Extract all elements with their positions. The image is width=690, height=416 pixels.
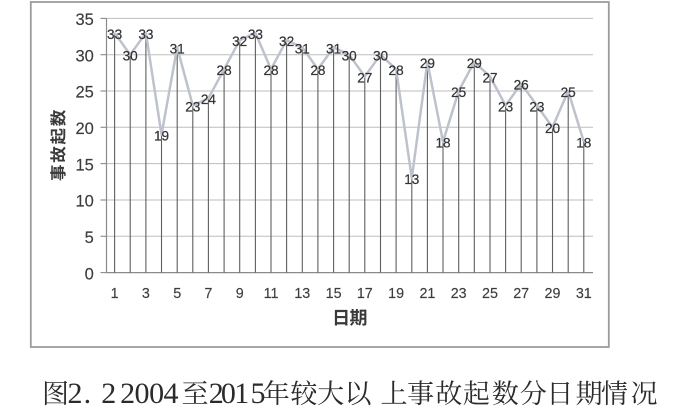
svg-text:15: 15: [326, 286, 342, 302]
svg-text:10: 10: [75, 193, 93, 211]
svg-text:19: 19: [388, 286, 404, 302]
svg-text:32: 32: [232, 34, 247, 49]
svg-text:5: 5: [85, 229, 94, 247]
svg-text:30: 30: [123, 49, 139, 64]
svg-text:7: 7: [204, 286, 212, 302]
svg-text:28: 28: [310, 63, 325, 78]
svg-text:33: 33: [248, 27, 263, 42]
svg-text:33: 33: [107, 27, 122, 42]
svg-text:29: 29: [420, 56, 435, 71]
svg-text:1: 1: [111, 286, 119, 302]
svg-text:26: 26: [514, 78, 529, 93]
svg-text:15: 15: [75, 156, 93, 174]
svg-text:31: 31: [295, 41, 310, 56]
svg-text:28: 28: [217, 63, 232, 78]
svg-text:27: 27: [357, 70, 372, 85]
svg-text:31: 31: [326, 41, 341, 56]
svg-text:27: 27: [482, 70, 497, 85]
svg-text:29: 29: [467, 56, 482, 71]
svg-text:25: 25: [75, 84, 93, 102]
svg-text:23: 23: [529, 99, 544, 114]
svg-text:35: 35: [75, 11, 93, 29]
svg-text:9: 9: [236, 286, 244, 302]
svg-text:30: 30: [373, 49, 389, 64]
svg-text:32: 32: [279, 34, 294, 49]
svg-text:33: 33: [138, 27, 153, 42]
svg-text:25: 25: [451, 85, 466, 100]
svg-text:0: 0: [85, 265, 94, 283]
svg-text:28: 28: [263, 63, 278, 78]
svg-text:27: 27: [513, 286, 529, 302]
svg-text:13: 13: [294, 286, 310, 302]
svg-text:.: .: [84, 377, 92, 410]
svg-text:31: 31: [170, 41, 185, 56]
svg-text:18: 18: [576, 136, 591, 151]
svg-text:30: 30: [75, 47, 93, 65]
svg-text:21: 21: [419, 286, 435, 302]
svg-text:30: 30: [342, 49, 358, 64]
svg-text:23: 23: [451, 286, 467, 302]
svg-text:5: 5: [173, 286, 181, 302]
svg-text:23: 23: [185, 99, 200, 114]
svg-text:23: 23: [498, 99, 513, 114]
svg-text:4: 4: [164, 377, 179, 410]
svg-text:0: 0: [135, 377, 150, 410]
svg-text:24: 24: [201, 92, 217, 107]
svg-text:2: 2: [120, 377, 135, 410]
svg-text:0: 0: [149, 377, 164, 410]
svg-text:2: 2: [209, 377, 224, 410]
svg-text:5: 5: [251, 377, 266, 410]
svg-text:1: 1: [234, 377, 249, 410]
svg-text:19: 19: [154, 129, 169, 144]
svg-text:13: 13: [404, 172, 419, 187]
svg-text:28: 28: [389, 63, 404, 78]
svg-text:17: 17: [357, 286, 373, 302]
svg-text:11: 11: [264, 286, 279, 302]
svg-text:3: 3: [142, 286, 150, 302]
svg-text:0: 0: [221, 377, 236, 410]
svg-text:2: 2: [101, 377, 116, 410]
svg-text:20: 20: [545, 121, 561, 136]
svg-text:18: 18: [435, 136, 450, 151]
svg-text:25: 25: [561, 85, 576, 100]
svg-text:31: 31: [576, 286, 592, 302]
svg-text:20: 20: [75, 120, 93, 138]
svg-text:2: 2: [68, 377, 83, 410]
svg-text:25: 25: [482, 286, 498, 302]
svg-text:29: 29: [545, 286, 561, 302]
